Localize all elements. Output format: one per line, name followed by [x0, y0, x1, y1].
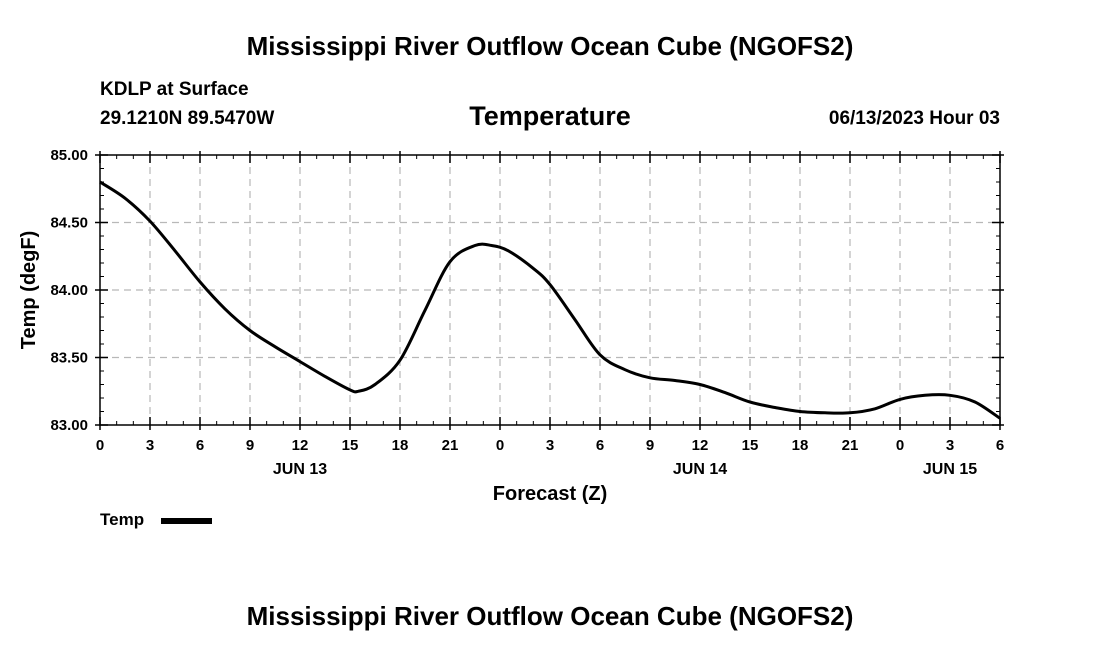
- y-tick-label: 84.00: [50, 282, 88, 299]
- x-tick-label: 0: [96, 437, 104, 454]
- station-coords: 29.1210N 89.5470W: [100, 108, 274, 129]
- x-axis-title: Forecast (Z): [493, 483, 607, 505]
- x-tick-label: 15: [342, 437, 359, 454]
- date-label: JUN 14: [673, 461, 727, 478]
- x-tick-label: 3: [946, 437, 954, 454]
- chart-title: Temperature: [469, 101, 631, 131]
- x-tick-label: 3: [146, 437, 154, 454]
- x-tick-label: 6: [596, 437, 604, 454]
- station-name: KDLP at Surface: [100, 79, 249, 100]
- x-tick-label: 18: [392, 437, 409, 454]
- x-tick-label: 6: [996, 437, 1004, 454]
- legend: Temp: [100, 510, 212, 529]
- y-axis-title: Temp (degF): [18, 231, 40, 350]
- x-tick-label: 21: [442, 437, 459, 454]
- x-tick-label: 18: [792, 437, 809, 454]
- date-labels: JUN 13 JUN 14 JUN 15: [273, 461, 977, 478]
- y-tick-label: 83.00: [50, 417, 88, 434]
- x-tick-label: 3: [546, 437, 554, 454]
- series-line-temp: [99, 180, 1001, 420]
- x-tick-label: 9: [646, 437, 654, 454]
- grid-lines: [100, 155, 1000, 425]
- y-tick-labels: 83.00 83.50 84.00 84.50 85.00: [50, 147, 88, 434]
- x-tick-label: 12: [692, 437, 709, 454]
- legend-label: Temp: [100, 510, 144, 529]
- x-tick-label: 12: [292, 437, 309, 454]
- date-label: JUN 15: [923, 461, 977, 478]
- x-tick-label: 0: [896, 437, 904, 454]
- x-tick-labels: 0 3 6 9 12 15 18 21 0 3 6 9 12 15 18 21 0 3 6: [96, 437, 1004, 454]
- x-tick-label: 0: [496, 437, 504, 454]
- y-tick-label: 84.50: [50, 215, 88, 232]
- y-tick-label: 85.00: [50, 147, 88, 164]
- date-label: JUN 13: [273, 461, 327, 478]
- x-tick-label: 6: [196, 437, 204, 454]
- page-title: Mississippi River Outflow Ocean Cube (NG…: [247, 31, 854, 61]
- y-tick-label: 83.50: [50, 350, 88, 367]
- x-tick-label: 21: [842, 437, 859, 454]
- plot-frame: [99, 154, 1001, 426]
- footer-title: Mississippi River Outflow Ocean Cube (NG…: [247, 601, 854, 631]
- series-layer: [99, 180, 1001, 420]
- forecast-datetime: 06/13/2023 Hour 03: [829, 108, 1000, 129]
- x-tick-label: 9: [246, 437, 254, 454]
- x-tick-label: 15: [742, 437, 759, 454]
